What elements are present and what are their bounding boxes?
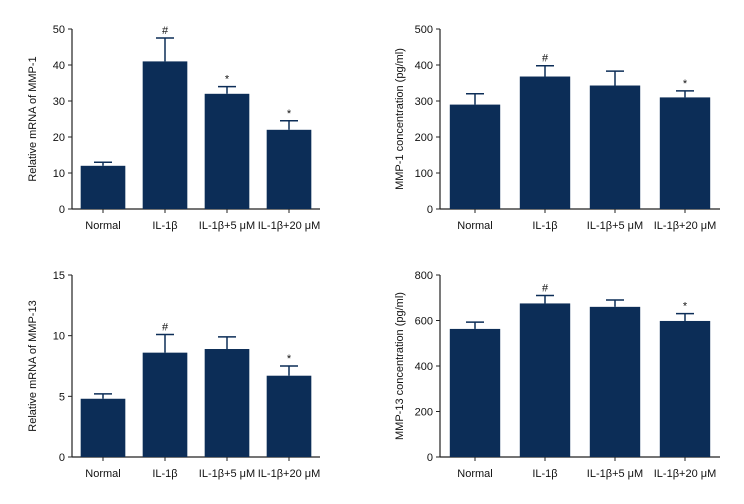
bar [659,97,711,209]
significance-marker: # [542,282,549,294]
chart-panel-mmp1-mrna: 0 10 20 30 40 50 Relative mRNA of MMP-1 Normal #… [27,24,320,232]
chart-panel-mmp1-concentration: 0 100 200 300 400 500 MMP-1 concentration (pg/… [394,24,720,232]
y-tick-label: 600 [415,316,433,328]
y-tick-label: 10 [53,168,65,180]
x-tick-label: IL-1β [532,220,557,232]
bar [519,76,571,210]
x-tick-label: IL-1β [152,468,177,480]
y-tick-label: 5 [59,391,65,403]
y-tick-label: 30 [53,96,65,108]
chart-panel-mmp13-concentration: 0 200 400 600 800 MMP-13 concentration (pg/ml… [394,270,720,480]
bar [204,93,250,209]
x-tick-label: IL-1β [532,468,557,480]
y-axis-title: Relative mRNA of MMP-1 [27,56,39,181]
bar [449,328,501,457]
y-tick-label: 400 [415,361,433,373]
bar [659,320,711,457]
x-tick-label: IL-1β [152,220,177,232]
x-tick-label: IL-1β+20 μM [258,220,321,232]
y-tick-label: 300 [415,96,433,108]
y-tick-label: 800 [415,270,433,282]
significance-marker: # [162,321,169,333]
x-tick-label: IL-1β+5 μM [199,468,255,480]
y-tick-label: 500 [415,24,433,36]
bar [589,85,641,209]
bar [80,398,126,457]
significance-marker: # [542,53,549,65]
bar [204,349,250,457]
bar [142,352,188,457]
y-tick-label: 50 [53,24,65,36]
x-tick-label: IL-1β+5 μM [587,220,643,232]
y-tick-label: 20 [53,132,65,144]
x-tick-label: Normal [85,220,120,232]
x-tick-label: Normal [457,220,492,232]
x-tick-label: IL-1β+20 μM [654,468,717,480]
significance-marker: * [287,108,292,120]
bar [449,104,501,209]
y-tick-label: 15 [53,270,65,282]
y-tick-label: 200 [415,407,433,419]
significance-marker: * [683,301,688,313]
y-tick-label: 100 [415,168,433,180]
y-tick-label: 40 [53,60,65,72]
y-axis-title: MMP-1 concentration (pg/ml) [394,48,406,190]
x-tick-label: IL-1β+5 μM [587,468,643,480]
y-axis-title: MMP-13 concentration (pg/ml) [394,292,406,440]
y-tick-label: 0 [59,204,65,216]
significance-marker: # [162,25,169,37]
x-tick-label: IL-1β+20 μM [258,468,321,480]
bar [589,306,641,457]
y-tick-label: 0 [427,204,433,216]
y-axis-title: Relative mRNA of MMP-13 [27,300,39,431]
bar [142,61,188,210]
significance-marker: * [287,353,292,365]
significance-marker: * [683,78,688,90]
bar [266,129,312,209]
y-tick-label: 0 [59,452,65,464]
x-tick-label: IL-1β+20 μM [654,220,717,232]
bar [80,165,126,209]
chart-panel-mmp13-mrna: 0 5 10 15 Relative mRNA of MMP-13 Normal # IL-1… [27,270,320,480]
bar [266,375,312,457]
y-tick-label: 200 [415,132,433,144]
y-tick-label: 400 [415,60,433,72]
bar [519,303,571,457]
x-tick-label: IL-1β+5 μM [199,220,255,232]
x-tick-label: Normal [457,468,492,480]
x-tick-label: Normal [85,468,120,480]
y-tick-label: 0 [427,452,433,464]
significance-marker: * [225,74,230,86]
y-tick-label: 10 [53,331,65,343]
